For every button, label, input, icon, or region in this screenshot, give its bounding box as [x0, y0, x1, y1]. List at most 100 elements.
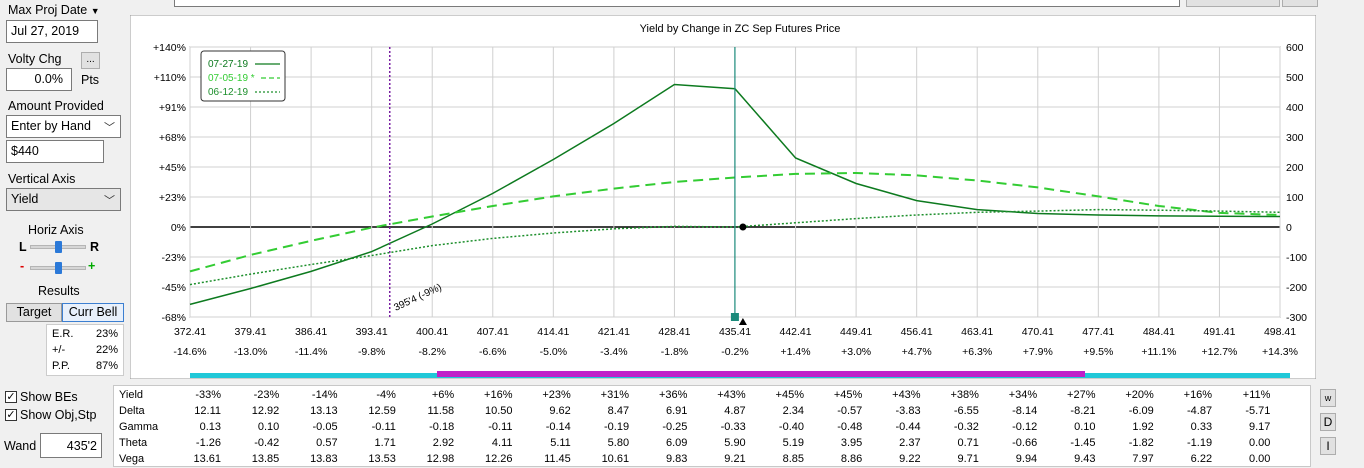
greeks-row-yield: Yield -33% -23% -14% -4% +6% +16% +23% +31% +36% +… [114, 389, 1310, 404]
current-price-dot [739, 223, 747, 231]
y-right-tick-label: 0 [1286, 222, 1292, 234]
greeks-cell: -0.11 [488, 421, 513, 433]
vertical-axis-select[interactable]: Yield ﹀ [6, 188, 121, 211]
side-button-d[interactable]: D [1320, 413, 1336, 431]
x-pct-tick-label: -9.8% [358, 346, 385, 358]
x-tick-label: 435.41 [719, 326, 751, 338]
x-pct-tick-label: -14.6% [173, 346, 206, 358]
greeks-cell: 3.95 [840, 437, 863, 449]
max-proj-date-field[interactable]: Jul 27, 2019 [6, 20, 98, 43]
stat-er-label: E.R. [52, 328, 74, 340]
max-proj-date-text: Max Proj Date [8, 3, 88, 17]
stat-pp-value: 87% [96, 360, 119, 372]
range-bar-magenta [437, 371, 1085, 377]
x-pct-tick-label: +6.3% [962, 346, 992, 358]
greeks-cell: +11% [1242, 389, 1271, 401]
greeks-row-label: Gamma [119, 421, 159, 433]
tab-curr-bell[interactable]: Curr Bell [62, 303, 124, 322]
volty-ellipsis-button[interactable]: ... [81, 52, 100, 69]
x-tick-label: 442.41 [779, 326, 811, 338]
legend-entry-07-05-19: 07-05-19 * [208, 73, 255, 84]
greeks-cell: 9.21 [724, 453, 746, 465]
greeks-table: Yield -33% -23% -14% -4% +6% +16% +23% +31% +36% +… [113, 385, 1311, 467]
show-obj-stp-checkbox[interactable]: ✓ [5, 409, 17, 421]
greeks-row-label: Delta [119, 405, 145, 417]
y-left-tick-label: +110% [154, 72, 186, 84]
x-pct-tick-label: -1.8% [661, 346, 688, 358]
greeks-cell: 0.71 [957, 437, 979, 449]
greeks-cell: 10.50 [484, 405, 513, 417]
greeks-cell: +45% [833, 389, 863, 401]
top-button-2[interactable] [1282, 0, 1318, 7]
greeks-cell: 13.85 [251, 453, 280, 465]
greeks-cell: 6.91 [665, 405, 688, 417]
y-right-tick-label: -300 [1286, 312, 1307, 324]
greeks-cell: -5.71 [1245, 405, 1271, 417]
x-tick-label: 456.41 [901, 326, 933, 338]
greeks-cell: 10.61 [601, 453, 630, 465]
greeks-cell: 8.86 [840, 453, 863, 465]
greeks-cell: +27% [1067, 389, 1096, 401]
wand-field[interactable]: 435'2 [40, 433, 102, 458]
greeks-cell: 12.11 [194, 405, 221, 417]
y-left-tick-label: -45% [161, 282, 186, 294]
greeks-cell: 12.26 [484, 453, 513, 465]
max-proj-date-label[interactable]: Max Proj Date ▼ [8, 3, 100, 17]
zoom-slider-thumb[interactable] [55, 262, 62, 274]
show-bes-checkbox[interactable]: ✓ [5, 391, 17, 403]
greeks-cell: -0.57 [837, 405, 863, 417]
greeks-cell: 9.83 [665, 453, 688, 465]
y-right-tick-label: 400 [1286, 102, 1304, 114]
current-price-arrow [738, 318, 747, 325]
amount-value-field[interactable]: $440 [6, 140, 104, 163]
x-pct-tick-label: +12.7% [1201, 346, 1237, 358]
greeks-cell: 12.92 [251, 405, 280, 417]
x-tick-label: 463.41 [961, 326, 993, 338]
x-pct-tick-label: +4.7% [902, 346, 932, 358]
greeks-cell: -0.48 [837, 421, 863, 433]
results-label: Results [38, 284, 80, 298]
side-button-w[interactable]: w [1320, 389, 1336, 407]
greeks-row-label: Yield [119, 389, 144, 401]
greeks-cell: +16% [484, 389, 513, 401]
greeks-cell: -4.87 [1187, 405, 1213, 417]
greeks-row-gamma: Gamma 0.13 0.10 -0.05 -0.11 -0.18 -0.11 -0.14 -0… [114, 421, 1310, 436]
greeks-cell: -0.25 [662, 421, 688, 433]
greeks-cell: 6.09 [665, 437, 688, 449]
horiz-axis-slider-thumb[interactable] [55, 241, 62, 253]
top-button-1[interactable] [1186, 0, 1280, 7]
greeks-cell: -33% [195, 389, 221, 401]
chevron-down-icon: ﹀ [104, 122, 115, 134]
yield-chart[interactable]: Yield by Change in ZC Sep Futures Price … [130, 15, 1316, 379]
greeks-cell: -6.55 [953, 405, 979, 417]
greeks-cell: +6% [431, 389, 455, 401]
greeks-cell: -0.19 [604, 421, 630, 433]
slider-minus-label: - [20, 259, 25, 273]
greeks-cell: 9.43 [1074, 453, 1096, 465]
greeks-cell: 13.13 [310, 405, 338, 417]
greeks-cell: 0.00 [1248, 437, 1271, 449]
side-button-i[interactable]: I [1320, 437, 1336, 455]
greeks-cell: 1.92 [1132, 421, 1154, 433]
x-tick-label: 400.41 [416, 326, 448, 338]
y-left-tick-label: -68% [161, 312, 186, 324]
x-tick-label: 407.41 [477, 326, 509, 338]
amount-mode-select[interactable]: Enter by Hand ﹀ [6, 115, 121, 138]
greeks-cell: 13.83 [310, 453, 338, 465]
tab-target[interactable]: Target [6, 303, 62, 322]
wand-label: Wand [4, 439, 37, 453]
greeks-cell: 8.85 [782, 453, 804, 465]
greeks-cell: -1.82 [1128, 437, 1154, 449]
stat-pp-label: P.P. [52, 360, 70, 372]
show-obj-stp-label: Show Obj,Stp [20, 408, 97, 422]
greeks-cell: 2.37 [899, 437, 921, 449]
x-tick-label: 393.41 [356, 326, 388, 338]
top-input[interactable] [174, 0, 1180, 7]
greeks-cell: 12.98 [426, 453, 455, 465]
x-tick-label: 379.41 [234, 326, 266, 338]
chevron-down-icon: ﹀ [104, 195, 115, 207]
x-tick-label: 498.41 [1264, 326, 1296, 338]
amount-provided-label: Amount Provided [8, 99, 104, 113]
volty-chg-field[interactable]: 0.0% [6, 68, 72, 91]
greeks-cell: 9.22 [899, 453, 921, 465]
